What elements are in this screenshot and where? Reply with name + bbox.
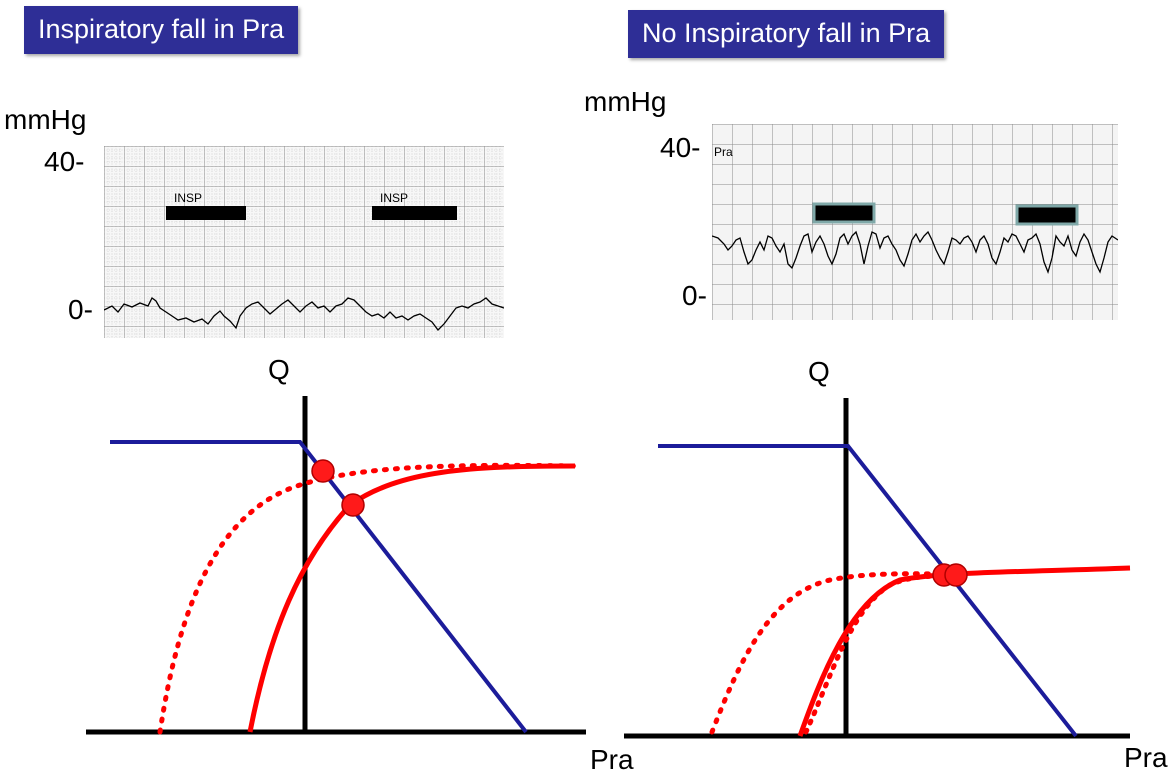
right-cardiac-function-curve-dotted-2 — [803, 573, 953, 735]
left-trace-grid — [104, 146, 504, 338]
left-venous-return-curve — [110, 440, 528, 734]
right-pra-waveform — [712, 230, 1118, 275]
left-intersection-point-2 — [341, 493, 365, 517]
left-plot-x-axis-label: Pra — [590, 744, 634, 775]
left-pressure-trace: INSP INSP — [104, 146, 504, 338]
right-insp-bar-2 — [1015, 204, 1079, 226]
left-curve-plot — [86, 396, 586, 735]
right-intersection-point-2 — [944, 563, 968, 587]
right-panel-title: No Inspiratory fall in Pra — [628, 10, 945, 58]
left-trace-tick-40: 40- — [44, 146, 85, 177]
right-plot-y-axis-label: Q — [808, 356, 830, 387]
left-panel-title: Inspiratory fall in Pra — [24, 6, 299, 54]
right-venous-return-curve — [658, 444, 1078, 738]
right-pressure-trace: Pra — [712, 124, 1118, 320]
left-trace-tick-0: 0- — [68, 294, 93, 325]
right-trace-tick-0: 0- — [682, 280, 707, 311]
left-cardiac-function-curve-dotted — [157, 462, 578, 735]
right-curve-plot — [624, 398, 1131, 739]
left-trace-unit-label: mmHg — [4, 104, 87, 135]
right-trace-tick-40: 40- — [660, 132, 701, 163]
right-insp-bar-1 — [812, 202, 876, 224]
left-insp-label-2: INSP — [380, 191, 408, 205]
right-cardiac-function-curve-solid — [797, 565, 1131, 737]
right-trace-channel-label: Pra — [714, 145, 733, 159]
right-trace-unit-label: mmHg — [584, 86, 667, 117]
left-cardiac-function-curve-solid — [247, 463, 576, 733]
left-pra-waveform — [104, 297, 504, 331]
left-intersection-point-1 — [311, 459, 335, 483]
left-insp-bar-1 — [166, 206, 246, 220]
left-insp-label-1: INSP — [174, 191, 202, 205]
left-insp-bar-2 — [372, 206, 457, 220]
right-plot-x-axis-label: Pra — [1124, 742, 1168, 773]
left-plot-y-axis-label: Q — [268, 354, 290, 385]
